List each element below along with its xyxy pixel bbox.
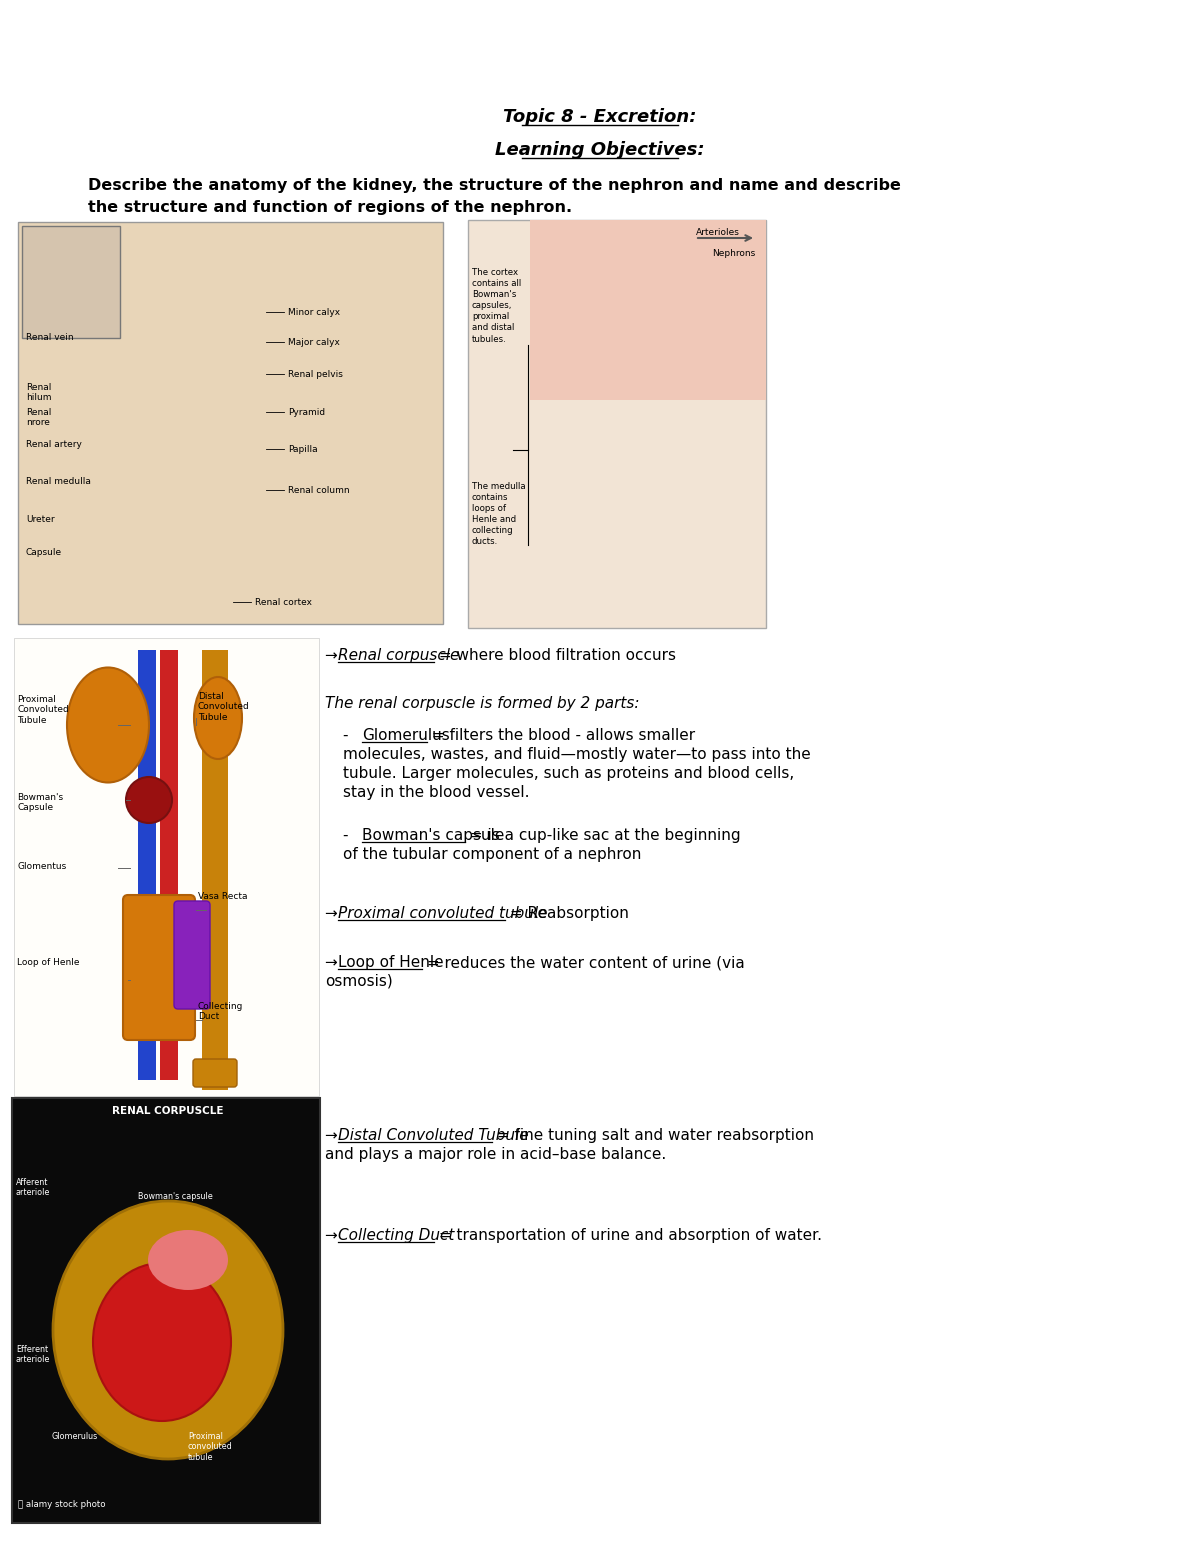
Text: Ⓐ alamy stock photo: Ⓐ alamy stock photo [18, 1500, 106, 1510]
Text: the structure and function of regions of the nephron.: the structure and function of regions of… [88, 200, 572, 214]
Text: -: - [343, 828, 359, 843]
Bar [202, 651, 228, 1090]
Text: Renal cortex: Renal cortex [256, 598, 312, 607]
Text: = filters the blood - allows smaller: = filters the blood - allows smaller [427, 728, 695, 742]
Text: Glomerulus: Glomerulus [362, 728, 450, 742]
Text: The renal corpuscle is formed by 2 parts:: The renal corpuscle is formed by 2 parts… [325, 696, 640, 711]
Ellipse shape [194, 677, 242, 759]
Text: Arterioles: Arterioles [696, 228, 740, 238]
Text: Distal Convoluted Tubule: Distal Convoluted Tubule [338, 1127, 528, 1143]
FancyBboxPatch shape [174, 901, 210, 1009]
Text: Pyramid: Pyramid [288, 408, 325, 418]
Text: Renal
hilum: Renal hilum [26, 384, 52, 402]
Text: = reduces the water content of urine (via: = reduces the water content of urine (vi… [421, 955, 744, 971]
Text: Proximal convoluted tubule: Proximal convoluted tubule [338, 905, 547, 921]
Text: Ureter: Ureter [26, 516, 55, 523]
Bar [22, 227, 120, 339]
Text: →: → [325, 648, 343, 663]
Circle shape [126, 776, 172, 823]
Text: tubule. Larger molecules, such as proteins and blood cells,: tubule. Larger molecules, such as protei… [343, 766, 794, 781]
Bar [160, 651, 178, 1079]
Ellipse shape [53, 1200, 283, 1458]
Text: -: - [343, 728, 359, 742]
Text: Renal artery: Renal artery [26, 439, 82, 449]
Text: Collecting
Duct: Collecting Duct [198, 1002, 244, 1022]
FancyBboxPatch shape [193, 1059, 238, 1087]
Text: osmosis): osmosis) [325, 974, 392, 989]
Text: Glomentus: Glomentus [17, 862, 66, 871]
Text: = fine tuning salt and water reabsorption: = fine tuning salt and water reabsorptio… [492, 1127, 815, 1143]
Text: →: → [325, 1228, 343, 1242]
FancyBboxPatch shape [124, 895, 194, 1041]
Text: Loop of Henle: Loop of Henle [338, 955, 444, 971]
Text: Proximal
Convoluted
Tubule: Proximal Convoluted Tubule [17, 696, 68, 725]
Text: = where blood filtration occurs: = where blood filtration occurs [434, 648, 677, 663]
Text: Renal corpuscle: Renal corpuscle [338, 648, 460, 663]
Bar [12, 1098, 320, 1523]
Text: Proximal
convoluted
tubule: Proximal convoluted tubule [188, 1432, 233, 1461]
Text: Learning Objectives:: Learning Objectives: [496, 141, 704, 158]
Bar [18, 222, 443, 624]
Text: The medulla
contains
loops of
Henle and
collecting
ducts.: The medulla contains loops of Henle and … [472, 481, 526, 547]
Text: Bowman's capsule: Bowman's capsule [362, 828, 505, 843]
Text: Vasa Recta: Vasa Recta [198, 891, 247, 901]
Text: Major calyx: Major calyx [288, 339, 340, 346]
Text: The cortex
contains all
Bowman's
capsules,
proximal
and distal
tubules.: The cortex contains all Bowman's capsule… [472, 269, 521, 343]
Text: →: → [325, 1127, 343, 1143]
Text: Efferent
arteriole: Efferent arteriole [16, 1345, 50, 1365]
Text: Afferent
arteriole: Afferent arteriole [16, 1179, 50, 1197]
Text: Capsule: Capsule [26, 548, 62, 558]
Text: = Reabsorption: = Reabsorption [505, 905, 629, 921]
Ellipse shape [67, 668, 149, 783]
Text: = transportation of urine and absorption of water.: = transportation of urine and absorption… [434, 1228, 822, 1242]
Text: Renal medulla: Renal medulla [26, 477, 91, 486]
Text: Renal column: Renal column [288, 486, 349, 495]
Text: Bowman's capsule: Bowman's capsule [138, 1193, 212, 1200]
Text: = is a cup-like sac at the beginning: = is a cup-like sac at the beginning [466, 828, 740, 843]
Text: Renal pelvis: Renal pelvis [288, 370, 343, 379]
Text: of the tubular component of a nephron: of the tubular component of a nephron [343, 846, 641, 862]
Text: →: → [325, 905, 343, 921]
Text: molecules, wastes, and fluid—mostly water—to pass into the: molecules, wastes, and fluid—mostly wate… [343, 747, 811, 763]
Ellipse shape [94, 1263, 230, 1421]
Text: RENAL CORPUSCLE: RENAL CORPUSCLE [113, 1106, 223, 1117]
Text: Distal
Convoluted
Tubule: Distal Convoluted Tubule [198, 693, 250, 722]
Text: Renal vein: Renal vein [26, 332, 73, 342]
Text: Minor calyx: Minor calyx [288, 307, 340, 317]
Text: Renal
nrore: Renal nrore [26, 408, 52, 427]
Text: Papilla: Papilla [288, 446, 318, 453]
Text: Loop of Henle: Loop of Henle [17, 958, 79, 968]
Text: Bowman's
Capsule: Bowman's Capsule [17, 794, 64, 812]
Bar [14, 638, 319, 1096]
Ellipse shape [148, 1230, 228, 1291]
Text: stay in the blood vessel.: stay in the blood vessel. [343, 784, 529, 800]
Text: Collecting Duct: Collecting Duct [338, 1228, 455, 1242]
Bar [468, 221, 766, 627]
Text: Describe the anatomy of the kidney, the structure of the nephron and name and de: Describe the anatomy of the kidney, the … [88, 179, 901, 193]
Text: Topic 8 - Excretion:: Topic 8 - Excretion: [503, 109, 697, 126]
Text: →: → [325, 955, 343, 971]
Text: and plays a major role in acid–base balance.: and plays a major role in acid–base bala… [325, 1148, 666, 1162]
Bar [138, 651, 156, 1079]
Bar [530, 221, 766, 401]
Text: Glomerulus: Glomerulus [52, 1432, 98, 1441]
Text: Nephrons: Nephrons [712, 248, 755, 258]
